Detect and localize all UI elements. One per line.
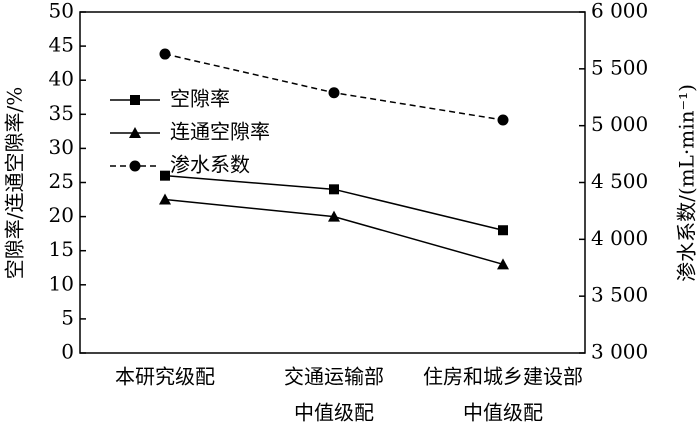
y2-tick-label: 5 000 [591, 112, 648, 136]
y-tick-label: 15 [49, 237, 74, 261]
legend-label: 连通空隙率 [170, 120, 270, 144]
marker [159, 193, 171, 205]
marker [497, 258, 509, 270]
x-tick-label: 交通运输部 [284, 365, 384, 389]
y2-tick-label: 4 500 [591, 169, 648, 193]
y-tick-label: 40 [49, 67, 74, 91]
marker [160, 170, 170, 181]
plot-frame [79, 11, 586, 354]
y-tick-label: 25 [49, 169, 74, 193]
marker [129, 160, 141, 172]
x-tick-label: 本研究级配 [115, 365, 215, 389]
legend-label: 空隙率 [170, 87, 230, 111]
series-line [164, 198, 504, 266]
x-tick-label: 中值级配 [294, 401, 374, 425]
y-tick-label: 10 [49, 271, 74, 295]
y-tick-label: 45 [49, 33, 74, 57]
y2-axis-title: 渗水系数/(mL·min⁻¹) [675, 84, 699, 282]
y2-tick-label: 5 500 [591, 55, 648, 79]
y-tick-label: 50 [49, 0, 74, 23]
marker [329, 184, 339, 195]
y2-tick-label: 3 500 [591, 283, 648, 307]
y-tick-label: 5 [61, 305, 74, 329]
marker [129, 127, 141, 138]
x-tick-label: 中值级配 [463, 401, 543, 425]
marker [130, 95, 140, 105]
y-axis-title: 空隙率/连通空隙率/% [3, 87, 27, 279]
y-tick-label: 30 [49, 135, 74, 159]
y-tick-label: 20 [49, 203, 74, 227]
marker [328, 210, 340, 222]
marker [497, 114, 509, 126]
series-line [164, 174, 504, 231]
marker [159, 48, 171, 60]
y2-tick-label: 3 000 [591, 340, 648, 364]
y-tick-label: 35 [49, 101, 74, 125]
legend-label: 渗水系数 [170, 153, 250, 177]
y-tick-label: 0 [61, 340, 74, 364]
y2-tick-label: 4 000 [591, 226, 648, 250]
marker [328, 87, 340, 99]
y2-tick-label: 6 000 [591, 0, 648, 23]
marker [498, 225, 508, 236]
x-tick-label: 住房和城乡建设部 [423, 365, 583, 389]
